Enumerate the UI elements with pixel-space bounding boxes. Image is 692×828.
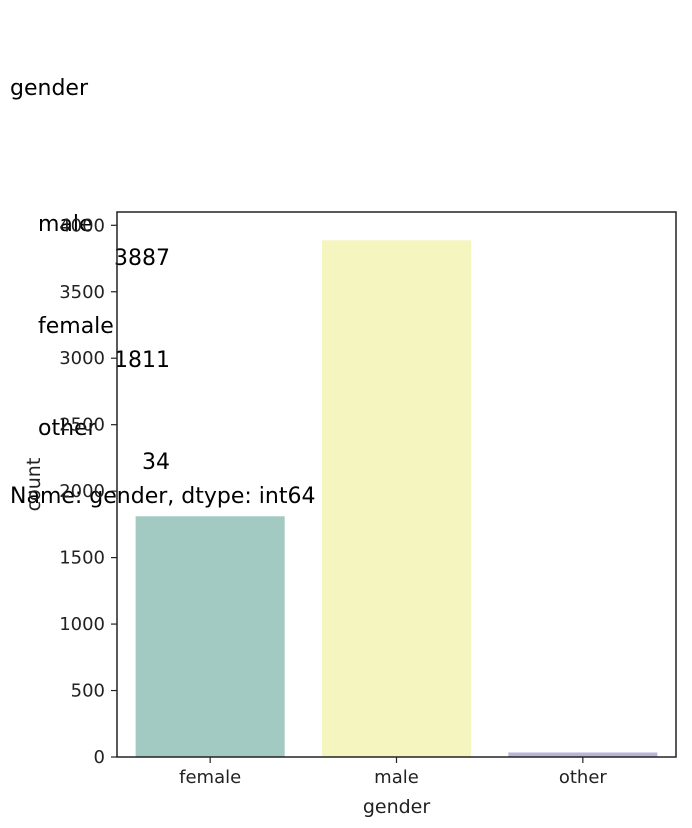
x-tick-label: other (559, 767, 608, 788)
cell-output: gender male 3887 female 1811 other 34 Na… (10, 4, 315, 548)
output-header: gender (10, 76, 88, 101)
output-row-value: 34 (142, 450, 170, 475)
y-tick-label: 0 (94, 747, 105, 768)
y-axis-label: count (23, 458, 45, 512)
y-tick-label: 1500 (59, 548, 105, 569)
bar-other (508, 752, 658, 757)
y-tick-label: 3500 (59, 282, 105, 303)
bars (135, 240, 658, 757)
bar-male (321, 240, 472, 757)
y-tick-label: 1000 (59, 614, 105, 635)
y-axis-ticks: 0 500 1000 1500 2000 2500 3000 3500 4000 (59, 215, 117, 768)
output-row-key: male (37, 212, 93, 237)
y-tick-label: 2000 (59, 481, 105, 502)
x-axis-ticks: female male other (179, 757, 607, 788)
output-row-male: male 3887 (10, 174, 315, 271)
output-row-other: other 34 (10, 378, 315, 475)
output-row-key: female (37, 314, 114, 339)
x-axis-label: gender (363, 796, 431, 818)
output-row-value: 3887 (114, 246, 170, 271)
y-tick-label: 4000 (59, 215, 105, 236)
output-row-female: female 1811 (10, 276, 315, 373)
x-tick-label: male (374, 767, 419, 788)
output-row-value: 1811 (114, 348, 170, 373)
y-tick-label: 2500 (59, 415, 105, 436)
bar-female (135, 516, 285, 757)
bar-chart: 0 500 1000 1500 2000 2500 3000 3500 4000 female m… (23, 211, 677, 818)
x-tick-label: female (179, 767, 241, 788)
output-row-key: other (37, 416, 97, 441)
y-tick-label: 3000 (59, 348, 105, 369)
y-tick-label: 500 (71, 681, 105, 702)
output-footer: Name: gender, dtype: int64 (10, 484, 316, 509)
axes-frame (116, 211, 677, 758)
